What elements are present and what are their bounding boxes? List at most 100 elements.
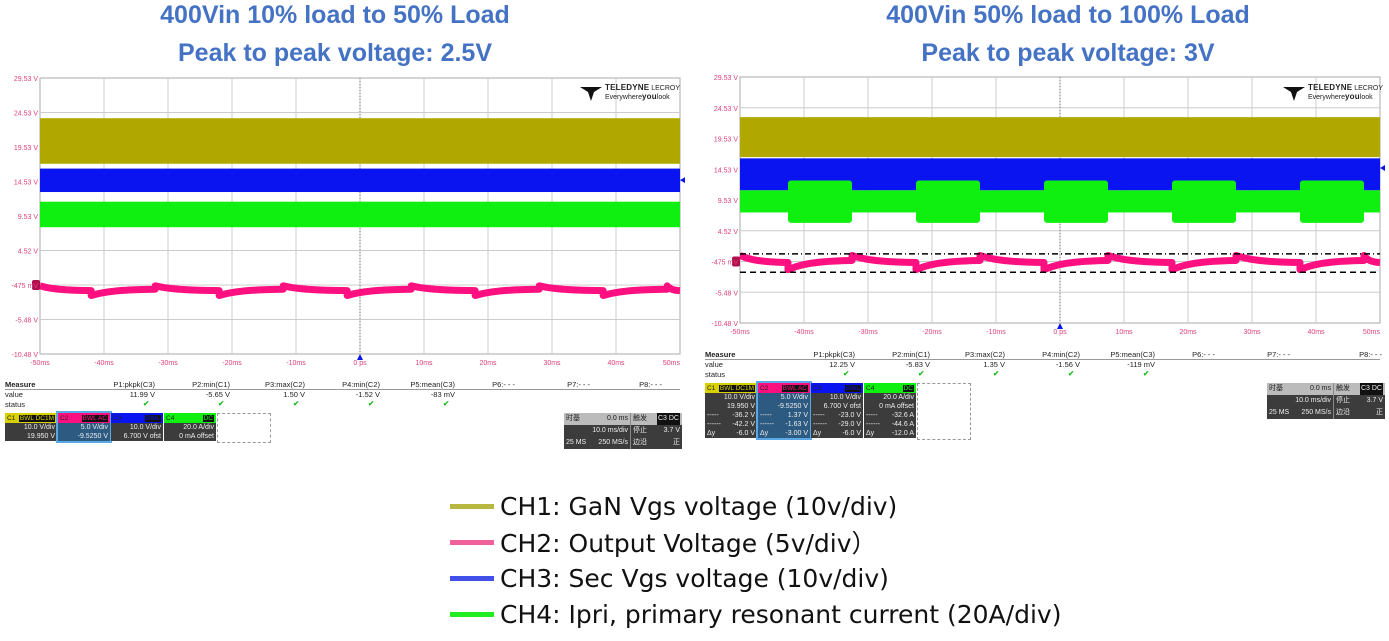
status-ok-icon: ✔ <box>143 399 150 408</box>
measure-param-name: P6:- - - <box>1192 350 1215 359</box>
trigger-badge: C3 DC <box>1359 383 1383 395</box>
channel-box-c1[interactable]: C1 BWL DC1M 10.0 V/div 19.950 V ----- -36.2 V… <box>705 383 757 438</box>
y-tick-label: 14.53 V <box>714 167 738 174</box>
channel-row: -9.5250 V <box>758 402 810 411</box>
channel-box-c3[interactable]: C3 BWL 10.0 V/div 6.700 V ofst ----- -23.0 V-… <box>811 383 863 438</box>
channel-badge: BWL DC1M <box>718 384 755 392</box>
c2-offset-marker[interactable] <box>32 279 40 290</box>
channel-row: 10.0 V/div <box>705 393 757 402</box>
trigger-level-marker[interactable] <box>680 177 685 184</box>
x-tick-label: -20ms <box>222 360 242 367</box>
channel-row-value: -42.2 V <box>732 421 755 428</box>
status-ok-icon: ✔ <box>293 399 300 408</box>
lecroy-logo-icon <box>580 87 602 101</box>
trigger-slope-row: 边沿 正 <box>1333 407 1385 419</box>
channel-row-value: 6.700 V ofst <box>123 433 161 440</box>
left-scope-title: 400Vin 10% load to 50% Load <box>160 1 510 29</box>
legend-item-ch4: CH4: Ipri, primary resonant current (20A… <box>450 596 1061 632</box>
trace-c4 <box>40 201 680 228</box>
measure-param-name: P8:- - - <box>639 380 662 389</box>
timebase-trigger-box[interactable]: 时基 0.0 ms 触发 C3 DC 10.0 ms/div 停止 3.7 V 25 MS 25… <box>1267 383 1385 419</box>
channel-id: C2 <box>760 384 769 392</box>
channel-header: C3 BWL <box>811 383 863 393</box>
channel-badge: BWL <box>144 414 161 422</box>
trigger-slope-row: 边沿 正 <box>630 437 682 449</box>
trace-c4-burst <box>916 180 980 223</box>
x-tick-label: 20ms <box>1179 329 1197 336</box>
measure-param-name: P3:max(C2) <box>964 350 1005 359</box>
channel-row: 20.0 A/div <box>164 423 216 432</box>
channel-row-label: Δy <box>866 430 875 437</box>
x-tick-label: -10ms <box>986 329 1006 336</box>
channel-badge: BWL <box>844 384 861 392</box>
y-tick-label: 9.53 V <box>718 198 739 205</box>
channel-row-label: ------ <box>813 421 827 428</box>
channel-row-value: -12.0 A <box>891 430 914 437</box>
channel-badge: BWL DC1M <box>18 414 55 422</box>
channel-row: ------ -1.63 V <box>758 420 810 429</box>
trace-c4-burst <box>1044 180 1108 223</box>
timebase-perdiv: 10.0 ms/div <box>564 425 630 437</box>
channel-legend: CH1: GaN Vgs voltage (10v/div) CH2: Outp… <box>450 488 1061 632</box>
measure-param-value: -83 mV <box>430 390 455 399</box>
timebase-samples: 25 MS <box>1269 409 1290 416</box>
channel-row: ----- 1.37 V <box>758 411 810 420</box>
measure-param-value: 12.25 V <box>829 360 855 369</box>
measure-param-value: -119 mV <box>1127 360 1155 369</box>
trigger-slope-label: 边沿 <box>633 439 647 446</box>
trigger-position-marker[interactable] <box>1057 323 1063 329</box>
channel-row-value: 19.950 V <box>26 433 55 440</box>
trigger-level-marker[interactable] <box>1380 165 1385 172</box>
channel-id: C1 <box>707 384 716 392</box>
x-tick-label: 40ms <box>607 360 625 367</box>
channel-header: C1 BWL DC1M <box>5 413 57 423</box>
channel-box-c2[interactable]: C2 BWL AC 5.0 V/div -9.5250 V ----- 1.37 V ---… <box>756 381 812 440</box>
measure-status-label: status <box>5 400 26 409</box>
channel-row-value: 10.0 V/div <box>129 424 161 431</box>
channel-badge: BWL AC <box>781 384 808 392</box>
channel-box-c3[interactable]: C3 BWL 10.0 V/div 6.700 V ofst <box>111 413 163 441</box>
channel-row-value: 10.0 V/div <box>23 424 55 431</box>
channel-box-c4[interactable]: C4 DC 20.0 A/div 0 mA offset ----- -32.6 A ---… <box>864 383 916 438</box>
timebase-row: 25 MS 250 MS/s 边沿 正 <box>1267 407 1385 419</box>
teledyne-lecroy-logo: TELEDYNE LECROY Everywhereyoulook <box>1283 84 1383 102</box>
x-tick-label: 50ms <box>663 360 681 367</box>
channel-row-value: -9.5250 V <box>777 403 808 410</box>
status-ok-icon: ✔ <box>918 369 925 378</box>
channel-box-c1[interactable]: C1 BWL DC1M 10.0 V/div 19.950 V <box>5 413 57 441</box>
channel-row-label: Δy <box>760 430 769 437</box>
trigger-mode: 停止 <box>1336 397 1350 404</box>
x-tick-label: 0 ps <box>1053 329 1067 336</box>
legend-swatch <box>450 539 494 545</box>
timebase-trigger-box[interactable]: 时基 0.0 ms 触发 C3 DC 10.0 ms/div 停止 3.7 V 25 MS 25… <box>564 413 682 449</box>
legend-swatch <box>450 503 494 509</box>
channel-row: 0 mA offset <box>864 402 916 411</box>
channel-box-c2[interactable]: C2 BWL AC 5.0 V/div -9.5250 V <box>56 411 112 443</box>
channel-row: Δy -3.00 V <box>758 429 810 438</box>
measure-param-name: P2:min(C1) <box>192 380 230 389</box>
trigger-header: 触发 C3 DC <box>1333 383 1385 395</box>
legend-item-ch3: CH3: Sec Vgs voltage (10v/div) <box>450 560 1061 596</box>
x-tick-label: 10ms <box>415 360 433 367</box>
channel-row-value: 10.0 V/div <box>723 394 755 401</box>
trigger-slope-label: 边沿 <box>1336 409 1350 416</box>
channel-row-value: -23.0 V <box>838 412 861 419</box>
channel-row: ----- -32.6 A <box>864 411 916 420</box>
channel-box-c4[interactable]: C4 DC 20.0 A/div 0 mA offset <box>164 413 216 441</box>
channel-row: 19.950 V <box>5 432 57 441</box>
measure-param-name: P8:- - - <box>1359 350 1382 359</box>
timebase-row: 25 MS 250 MS/s 边沿 正 <box>564 437 682 449</box>
legend-label: CH2: Output Voltage (5v/div） <box>500 529 877 558</box>
measure-param-value: 11.99 V <box>129 390 155 399</box>
c2-offset-marker[interactable] <box>732 256 740 267</box>
status-ok-icon: ✔ <box>1068 369 1075 378</box>
measure-param-value: -5.65 V <box>205 390 230 399</box>
left-scope-subtitle: Peak to peak voltage: 2.5V <box>177 39 493 67</box>
channel-row-label: ------ <box>760 421 774 428</box>
empty-channel-slot <box>917 383 971 440</box>
measure-param-value: 1.50 V <box>283 390 305 399</box>
status-ok-icon: ✔ <box>368 399 375 408</box>
channel-row: 10.0 V/div <box>5 423 57 432</box>
trigger-position-marker[interactable] <box>357 354 363 360</box>
channel-row-label: ------ <box>866 421 880 428</box>
